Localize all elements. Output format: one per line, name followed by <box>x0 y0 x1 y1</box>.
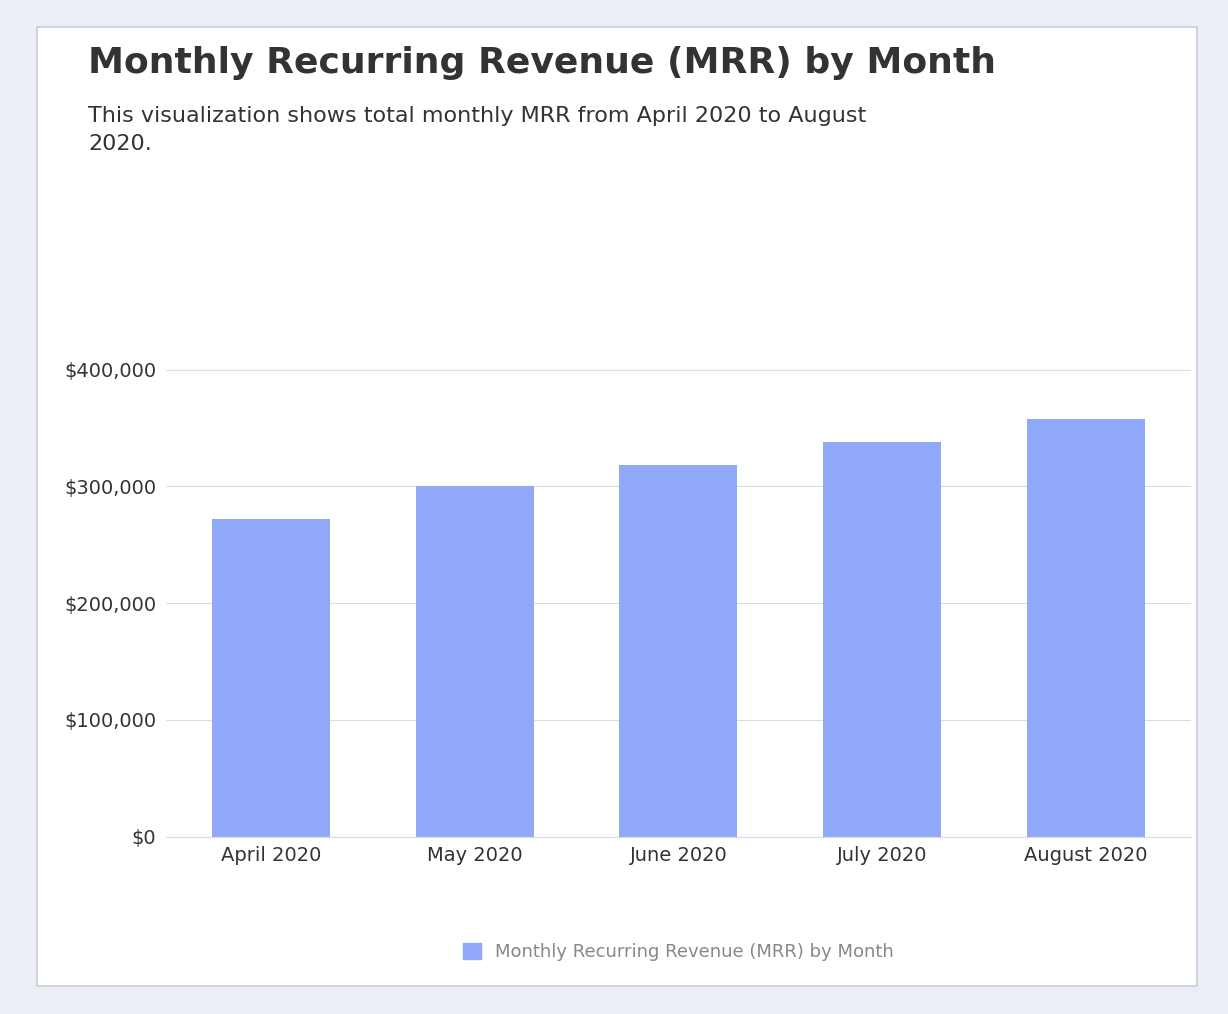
Bar <box>619 465 738 837</box>
Bar <box>416 487 534 837</box>
Legend: Monthly Recurring Revenue (MRR) by Month: Monthly Recurring Revenue (MRR) by Month <box>456 936 901 968</box>
Text: Monthly Recurring Revenue (MRR) by Month: Monthly Recurring Revenue (MRR) by Month <box>88 46 996 80</box>
Bar <box>823 442 941 837</box>
Bar <box>212 519 330 837</box>
Text: This visualization shows total monthly MRR from April 2020 to August
2020.: This visualization shows total monthly M… <box>88 106 867 154</box>
Bar <box>1027 419 1144 837</box>
